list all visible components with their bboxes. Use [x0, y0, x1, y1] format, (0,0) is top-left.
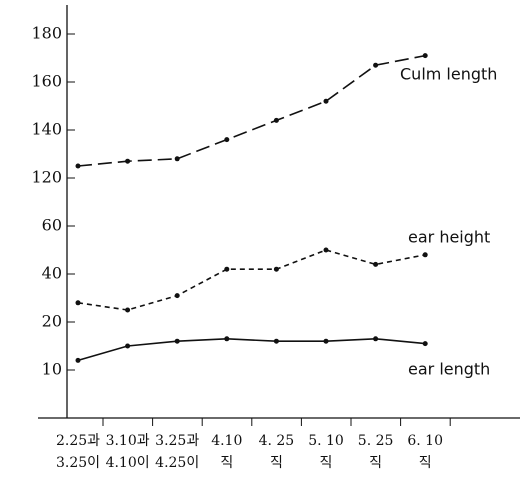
- data-point: [224, 266, 230, 272]
- series-label: ear length: [408, 360, 490, 379]
- series-label: ear height: [408, 228, 490, 247]
- data-point: [125, 307, 131, 313]
- y-tick-label: 160: [31, 72, 62, 91]
- y-tick-label: 180: [31, 24, 62, 43]
- data-point: [422, 53, 428, 59]
- x-tick-label: 직: [220, 455, 233, 471]
- x-tick-label: 5. 10: [308, 433, 344, 449]
- data-point: [422, 341, 428, 347]
- x-tick-label: 3.25과: [155, 433, 199, 449]
- x-tick-label: 5. 25: [358, 433, 394, 449]
- data-point: [224, 137, 230, 143]
- data-point: [174, 338, 180, 344]
- data-point: [273, 338, 279, 344]
- x-tick-label: 4.25이: [155, 455, 199, 471]
- data-point: [125, 343, 131, 349]
- series-label: Culm length: [400, 65, 497, 84]
- x-tick-label: 4.10: [211, 433, 242, 449]
- data-point: [323, 98, 329, 104]
- series-line: [77, 249, 426, 311]
- data-point: [323, 247, 329, 253]
- data-point: [125, 158, 131, 164]
- y-tick-label: 120: [31, 168, 62, 187]
- y-tick-label: 10: [42, 360, 62, 379]
- data-point: [373, 62, 379, 68]
- x-tick-label: 4. 25: [259, 433, 295, 449]
- data-point: [75, 357, 81, 363]
- x-tick-label: 3.25이: [56, 455, 100, 471]
- data-point: [323, 338, 329, 344]
- data-point: [273, 117, 279, 123]
- x-tick-label: 직: [419, 455, 432, 471]
- y-tick-label: 20: [42, 312, 62, 331]
- x-tick-label: 직: [270, 455, 283, 471]
- data-point: [174, 293, 180, 299]
- series-line: [77, 54, 426, 167]
- x-tick-label: 2.25과: [56, 433, 100, 449]
- data-point: [224, 336, 230, 342]
- data-point: [75, 300, 81, 306]
- x-tick-label: 3.10과: [106, 433, 150, 449]
- data-point: [373, 261, 379, 267]
- data-point: [373, 336, 379, 342]
- x-tick-label: 6. 10: [407, 433, 443, 449]
- data-point: [422, 252, 428, 258]
- x-tick-label: 직: [320, 455, 333, 471]
- y-tick-label: 40: [42, 264, 62, 283]
- data-point: [75, 163, 81, 169]
- series-line: [77, 337, 426, 362]
- x-tick-label: 4.10이: [106, 455, 150, 471]
- x-tick-label: 직: [369, 455, 382, 471]
- y-tick-label: 60: [42, 216, 62, 235]
- data-point: [273, 266, 279, 272]
- data-point: [174, 156, 180, 162]
- y-tick-label: 140: [31, 120, 62, 139]
